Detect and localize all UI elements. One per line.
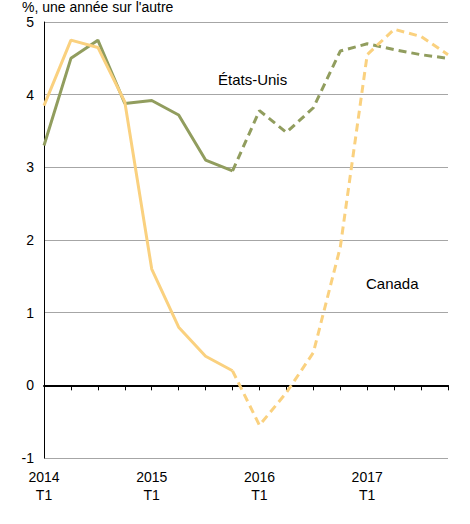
svg-text:T1: T1 [144, 487, 161, 503]
svg-text:États-Unis: États-Unis [218, 71, 287, 88]
svg-text:2014: 2014 [28, 469, 59, 485]
svg-text:T1: T1 [36, 487, 53, 503]
svg-text:0: 0 [26, 377, 34, 393]
svg-text:T1: T1 [251, 487, 268, 503]
svg-text:2017: 2017 [352, 469, 383, 485]
svg-text:Canada: Canada [366, 275, 419, 292]
svg-text:4: 4 [26, 87, 34, 103]
svg-text:T1: T1 [359, 487, 376, 503]
svg-text:1: 1 [26, 305, 34, 321]
svg-text:5: 5 [26, 14, 34, 30]
svg-text:2015: 2015 [136, 469, 167, 485]
svg-text:%, une année sur l'autre: %, une année sur l'autre [22, 0, 174, 15]
svg-text:3: 3 [26, 159, 34, 175]
svg-text:-1: -1 [22, 450, 35, 466]
svg-text:2: 2 [26, 232, 34, 248]
svg-text:2016: 2016 [244, 469, 275, 485]
